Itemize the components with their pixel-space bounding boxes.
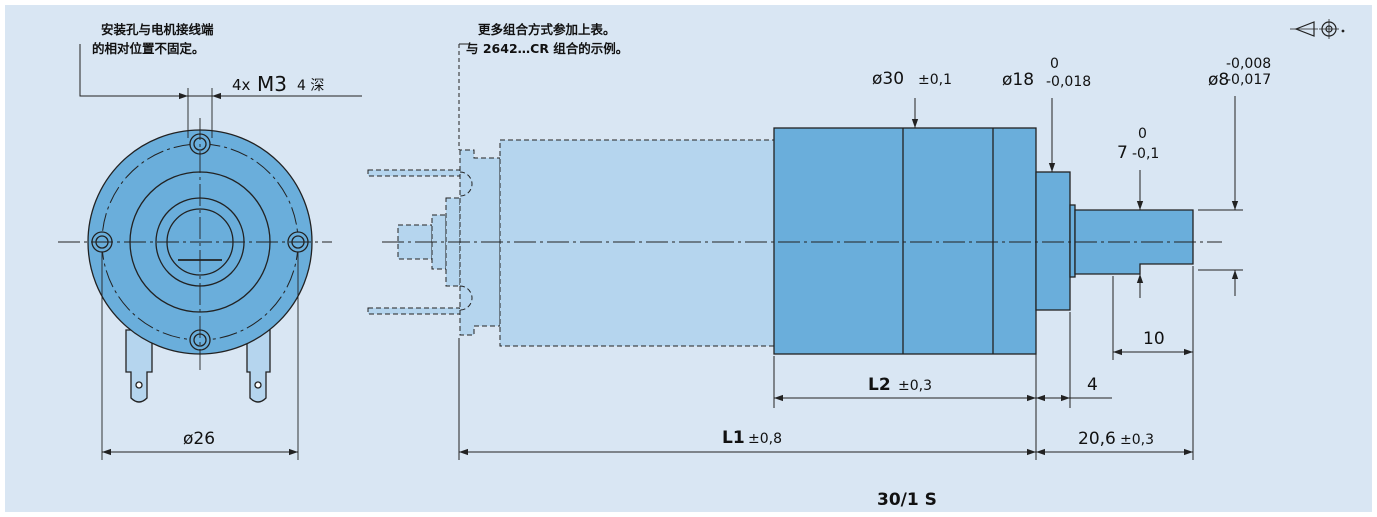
projection-symbol-icon (1290, 19, 1345, 39)
dim-d30-tol: ±0,1 (918, 72, 952, 88)
dim-l1: L1 (722, 428, 745, 448)
combo-note-line2: 与 2642…CR 组合的示例。 (466, 41, 628, 56)
dim-d8: ø8 (1208, 70, 1229, 90)
ghost-motor-body (499, 139, 775, 347)
dim-step-4: 4 (1087, 375, 1098, 395)
m3-prefix: 4x (232, 76, 251, 94)
dim-d8-lower: -0,017 (1226, 72, 1271, 88)
dim-key-value: 7 (1117, 143, 1128, 163)
dim-key-upper: 0 (1138, 126, 1147, 142)
dim-d30: ø30 (872, 69, 904, 89)
dim-d26: ø26 (183, 429, 215, 449)
dim-d8-upper: -0,008 (1226, 56, 1271, 72)
dim-shaft-10: 10 (1143, 329, 1165, 349)
dim-l2: L2 (868, 375, 891, 395)
mount-note-line1: 安装孔与电机接线端 (101, 22, 214, 37)
side-dimensions (458, 96, 1243, 460)
dim-l1-tol: ±0,8 (748, 431, 782, 447)
mount-note-line2: 的相对位置不固定。 (92, 41, 205, 56)
drawing-caption: 30/1 S (877, 490, 937, 510)
gearhead-body (773, 127, 1037, 355)
dim-d18: ø18 (1002, 70, 1034, 90)
pilot-boss (1035, 171, 1071, 311)
dim-d18-upper: 0 (1050, 56, 1059, 72)
m3-depth: 4 深 (297, 78, 324, 94)
dim-tail-tol: ±0,3 (1120, 432, 1154, 448)
dim-key-lower: -0,1 (1132, 146, 1159, 162)
terminal-left (125, 329, 153, 403)
dim-tail: 20,6 (1078, 429, 1116, 449)
dim-l2-tol: ±0,3 (898, 378, 932, 394)
front-view (58, 44, 362, 460)
m3-size: M3 (257, 72, 287, 96)
terminal-right (246, 329, 271, 403)
side-view (367, 127, 1222, 355)
combo-note-line1: 更多组合方式参加上表。 (478, 22, 616, 37)
dim-d18-lower: -0,018 (1046, 74, 1091, 90)
